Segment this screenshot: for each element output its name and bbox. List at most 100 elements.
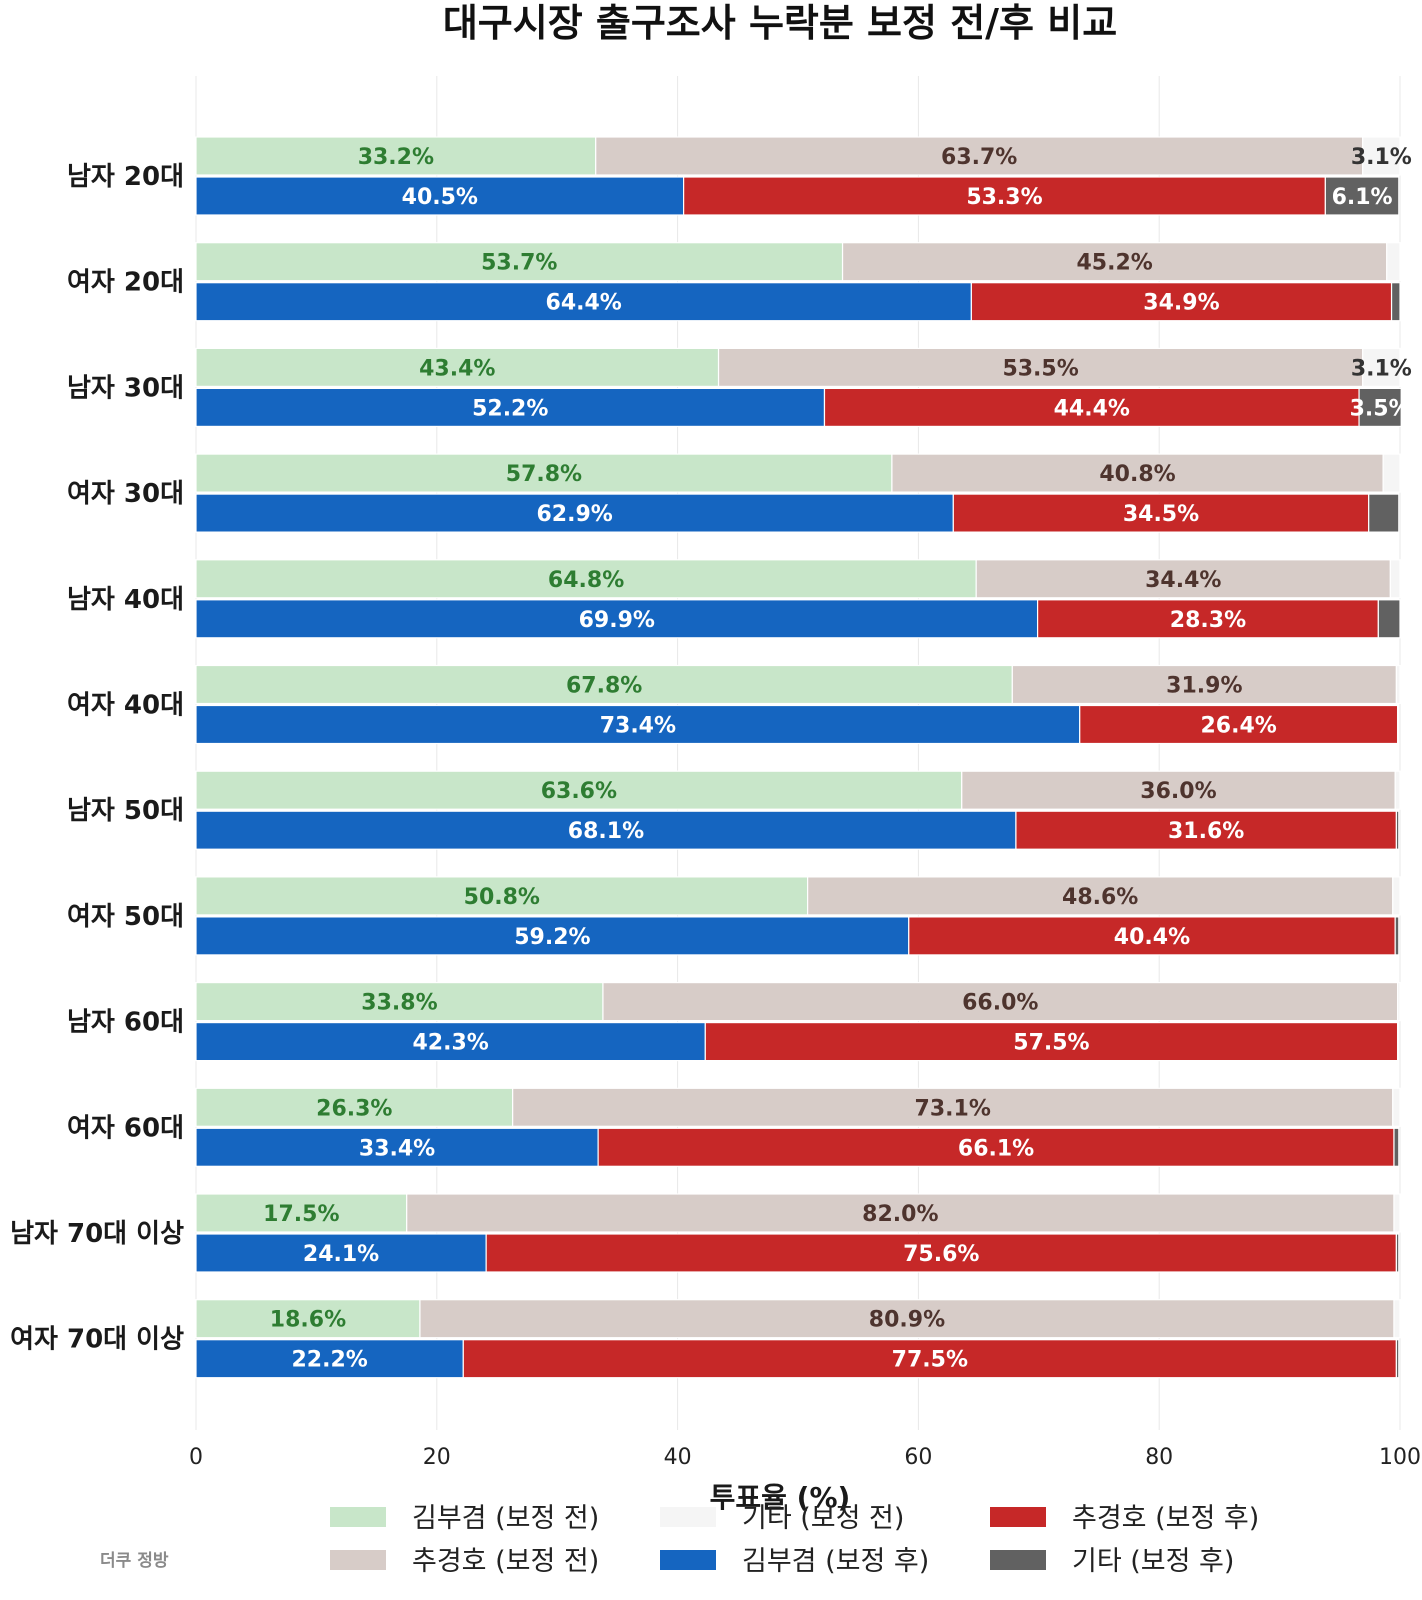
bar-value-label: 59.2% <box>514 925 590 950</box>
bar-value-label: 40.8% <box>1099 462 1175 487</box>
bar-value-label: 69.9% <box>579 608 655 633</box>
bar-segment <box>1390 282 1401 322</box>
bar-value-label: 3.5% <box>1350 396 1411 421</box>
category-label: 여자 60대 <box>67 1113 184 1143</box>
bar-segment <box>195 136 597 176</box>
bar-segment <box>419 1299 1395 1339</box>
category-label: 여자 70대 이상 <box>10 1325 184 1355</box>
bar-value-label: 3.1% <box>1351 356 1412 381</box>
bar-segment <box>1392 876 1401 916</box>
legend-label: 기타 (보정 후) <box>1072 1546 1234 1577</box>
bar-segment <box>1377 599 1401 639</box>
bar-value-label: 75.6% <box>903 1242 979 1267</box>
bar-segment <box>1394 916 1400 956</box>
bar-value-label: 33.4% <box>359 1136 435 1161</box>
bar-value-label: 52.2% <box>472 396 548 421</box>
bar-value-label: 53.3% <box>966 185 1042 210</box>
bar-value-label: 53.5% <box>1002 356 1078 381</box>
bar-segment <box>195 1233 487 1273</box>
bar-value-label: 28.3% <box>1170 608 1246 633</box>
bar-segment <box>1396 981 1401 1022</box>
legend-label: 추경호 (보정 후) <box>1072 1503 1259 1534</box>
bar-value-label: 33.2% <box>358 145 434 170</box>
x-tick-label: 20 <box>423 1445 451 1470</box>
bar-value-label: 73.4% <box>600 714 676 739</box>
watermark: 더쿠 정방 <box>100 1551 169 1571</box>
bar-segment <box>1079 704 1399 745</box>
bar-segment <box>462 1339 1397 1379</box>
bar-segment <box>195 282 972 322</box>
bar-segment <box>195 493 954 533</box>
bar-value-label: 82.0% <box>862 1202 938 1227</box>
category-label: 여자 30대 <box>67 479 184 509</box>
bar-segment <box>195 347 720 387</box>
bar-segment <box>683 176 1326 216</box>
legend-swatch <box>330 1507 386 1527</box>
bar-value-label: 33.8% <box>361 991 437 1016</box>
bars <box>195 136 1402 1379</box>
bar-segment <box>195 559 977 599</box>
bar-value-label: 34.4% <box>1145 568 1221 593</box>
x-axis-tick-labels: 0 20 40 60 80 100 <box>189 1445 1421 1470</box>
legend-label: 김부겸 (보정 전) <box>412 1503 599 1534</box>
bar-value-label: 34.5% <box>1123 502 1199 527</box>
bar-segment <box>195 916 910 956</box>
category-label: 남자 70대 이상 <box>10 1219 184 1249</box>
bar-segment <box>597 1127 1395 1167</box>
legend-swatch <box>330 1550 386 1570</box>
x-tick-label: 100 <box>1379 1445 1421 1470</box>
bar-value-label: 67.8% <box>566 674 642 699</box>
bar-value-label: 48.6% <box>1062 885 1138 910</box>
legend: 김부겸 (보정 전) 추경호 (보정 전) 기타 (보정 전) 김부겸 (보정 후) 추… <box>330 1503 1259 1577</box>
bar-value-label: 68.1% <box>568 819 644 844</box>
bar-value-label: 26.4% <box>1200 714 1276 739</box>
bar-segment <box>195 599 1039 639</box>
bar-value-labels: 33.2% 63.7% 3.1% 40.5% 53.3% 6.1% 53.7% 45.2% 64… <box>263 145 1412 1373</box>
bar-segment <box>1395 1339 1400 1379</box>
bar-value-label: 3.1% <box>1351 145 1412 170</box>
category-label: 남자 40대 <box>67 585 184 615</box>
category-label: 여자 50대 <box>67 902 184 932</box>
bar-value-label: 40.5% <box>402 185 478 210</box>
bar-segment <box>195 453 893 493</box>
bar-segment <box>195 1299 421 1339</box>
bar-segment <box>195 1193 408 1233</box>
legend-swatch <box>660 1550 716 1570</box>
bar-value-label: 17.5% <box>263 1202 339 1227</box>
bar-segment <box>908 916 1396 956</box>
bar-segment <box>975 559 1391 599</box>
bar-value-label: 50.8% <box>464 885 540 910</box>
legend-swatch <box>660 1507 716 1527</box>
bar-segment <box>1389 559 1401 599</box>
bar-segment <box>1392 1087 1401 1127</box>
category-label: 남자 20대 <box>67 162 184 192</box>
bar-segment <box>195 981 604 1022</box>
x-tick-label: 80 <box>1145 1445 1173 1470</box>
bar-segment <box>1358 387 1402 427</box>
bar-segment <box>195 1127 599 1167</box>
bar-value-label: 44.4% <box>1054 396 1130 421</box>
bar-segment <box>823 387 1360 427</box>
bar-segment <box>717 347 1364 387</box>
bar-segment <box>1011 664 1397 705</box>
bar-value-label: 57.8% <box>506 462 582 487</box>
bar-value-label: 31.6% <box>1168 819 1244 844</box>
bar-segment <box>195 876 809 916</box>
category-label: 남자 50대 <box>67 796 184 826</box>
bar-value-label: 73.1% <box>915 1096 991 1121</box>
bar-value-label: 40.4% <box>1114 925 1190 950</box>
bar-value-label: 77.5% <box>892 1348 968 1373</box>
bar-segment <box>195 770 963 810</box>
bar-value-label: 34.9% <box>1143 291 1219 316</box>
bar-value-label: 64.8% <box>548 568 624 593</box>
bar-value-label: 64.4% <box>546 291 622 316</box>
bar-segment <box>1368 493 1400 533</box>
bar-value-label: 80.9% <box>869 1308 945 1333</box>
bar-value-label: 63.7% <box>941 145 1017 170</box>
bar-value-label: 53.7% <box>481 251 557 276</box>
bar-value-label: 43.4% <box>419 356 495 381</box>
bar-value-label: 36.0% <box>1140 779 1216 804</box>
x-tick-label: 0 <box>189 1445 203 1470</box>
bar-segment <box>195 1021 706 1062</box>
